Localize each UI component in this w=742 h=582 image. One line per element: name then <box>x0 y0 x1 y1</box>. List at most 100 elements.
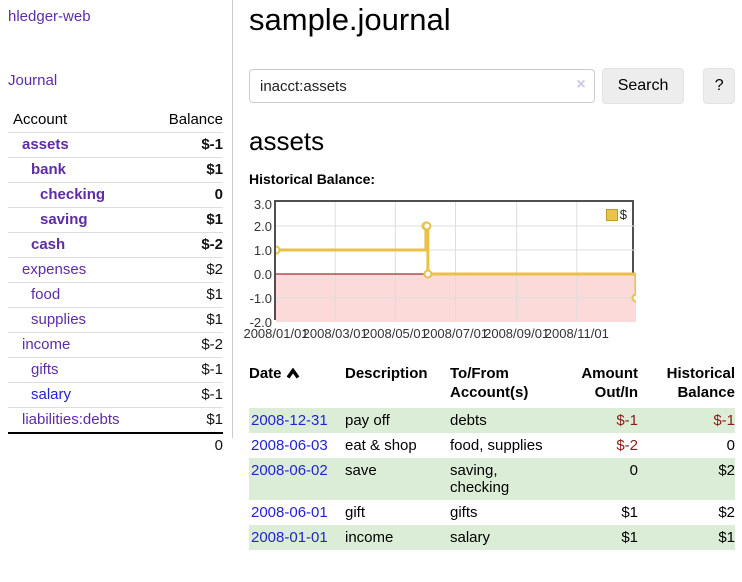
register-row: 2008-06-03 eat & shop food, supplies $-2 0 <box>249 433 735 458</box>
accounts-table: Account Balance assets $-1 bank $1 checking 0… <box>8 109 223 458</box>
transaction-amount-cell: $-2 <box>616 437 638 454</box>
account-balance: $-2 <box>152 232 223 258</box>
account-row: salary $-1 <box>8 382 223 408</box>
y-axis-tick-label: -2.0 <box>249 315 272 330</box>
register-table: Date Description To/From Account(s) Amou… <box>249 364 735 550</box>
transaction-date-link[interactable]: 2008-06-02 <box>251 462 328 479</box>
account-balance: $1 <box>152 407 223 433</box>
transaction-date-link[interactable]: 2008-01-01 <box>251 529 328 546</box>
register-header-balance: Historical Balance <box>666 365 735 401</box>
search-box: × <box>249 69 595 103</box>
account-link-saving[interactable]: saving <box>40 211 88 228</box>
account-link-food[interactable]: food <box>31 286 61 303</box>
chart-title: Historical Balance: <box>249 171 376 187</box>
account-balance: $-1 <box>152 132 223 158</box>
transaction-amount-cell: $1 <box>621 504 638 521</box>
account-balance: $1 <box>152 307 223 333</box>
sidebar: hledger-web Journal Account Balance asse… <box>0 0 233 458</box>
transaction-date-link[interactable]: 2008-06-03 <box>251 437 328 454</box>
main-content: sample.journal × Search ? assets Histori… <box>243 0 735 550</box>
register-header-amount: Amount Out/In <box>581 365 638 401</box>
search-form: × Search ? <box>249 68 735 104</box>
register-row: 2008-06-02 save saving, checking 0 $2 <box>249 458 735 500</box>
register-row: 2008-12-31 pay off debts $-1 $-1 <box>249 408 735 433</box>
transaction-date-cell: 2008-06-01 <box>249 500 345 525</box>
account-row: saving $1 <box>8 207 223 233</box>
account-link-assets[interactable]: assets <box>22 136 69 153</box>
x-axis-tick-label: 2008/01/01 <box>243 326 309 341</box>
account-link-gifts[interactable]: gifts <box>31 361 59 378</box>
transaction-description-cell: eat & shop <box>345 437 417 454</box>
y-axis-tick-label: -1.0 <box>249 291 272 306</box>
account-balance: 0 <box>152 182 223 208</box>
transaction-balance-cell: $2 <box>718 462 735 479</box>
transaction-date-cell: 2008-12-31 <box>249 408 345 433</box>
account-balance: $-2 <box>152 332 223 358</box>
account-balance: $2 <box>152 257 223 283</box>
chart-legend: $ <box>605 207 627 222</box>
account-balance: $1 <box>152 207 223 233</box>
x-axis-tick-label: 2008/05/01 <box>362 326 428 341</box>
account-row: food $1 <box>8 282 223 308</box>
sidebar-item-journal[interactable]: Journal <box>8 72 58 89</box>
account-link-liabilities-debts[interactable]: liabilities:debts <box>22 411 120 428</box>
transaction-date-link[interactable]: 2008-06-01 <box>251 504 328 521</box>
historical-balance-chart: $ 3.0 2.0 1.0 0.0 -1.0 -2.0 2008/01/01 2008/03/… <box>243 198 735 344</box>
search-button[interactable]: Search <box>601 68 685 104</box>
account-row: assets $-1 <box>8 132 223 158</box>
register-header-date[interactable]: Date <box>249 364 345 408</box>
accounts-total-balance: 0 <box>152 432 223 458</box>
legend-swatch-icon <box>605 208 618 221</box>
sort-ascending-icon <box>286 365 300 384</box>
account-row: cash $-2 <box>8 232 223 258</box>
clear-search-icon[interactable]: × <box>576 76 586 93</box>
help-button[interactable]: ? <box>703 68 735 104</box>
account-balance: $-1 <box>152 357 223 383</box>
transaction-accounts-cell: salary <box>450 529 491 546</box>
account-balance: $-1 <box>152 382 223 408</box>
transaction-description-cell: pay off <box>345 412 390 429</box>
accounts-total-spacer <box>8 432 153 458</box>
legend-label: $ <box>619 207 627 222</box>
account-link-salary[interactable]: salary <box>31 386 72 403</box>
account-link-expenses[interactable]: expenses <box>22 261 87 278</box>
transaction-accounts-cell: debts <box>450 412 487 429</box>
app-brand-link[interactable]: hledger-web <box>8 8 91 25</box>
account-row: checking 0 <box>8 182 223 208</box>
accounts-total-row: 0 <box>8 432 223 458</box>
accounts-header-account: Account <box>13 111 68 128</box>
transaction-date-link[interactable]: 2008-12-31 <box>251 412 328 429</box>
transaction-balance-cell: 0 <box>726 437 735 454</box>
y-axis-tick-label: 1.0 <box>253 243 272 258</box>
y-axis-tick-label: 2.0 <box>253 219 272 234</box>
register-row: 2008-01-01 income salary $1 $1 <box>249 525 735 550</box>
transaction-balance-cell: $1 <box>718 529 735 546</box>
account-row: liabilities:debts $1 <box>8 407 223 433</box>
transaction-amount-cell: $-1 <box>616 412 638 429</box>
y-axis-tick-label: 3.0 <box>253 197 272 212</box>
account-row: expenses $2 <box>8 257 223 283</box>
transaction-amount-cell: $1 <box>621 529 638 546</box>
transaction-balance-cell: $2 <box>718 504 735 521</box>
account-row: gifts $-1 <box>8 357 223 383</box>
account-link-income[interactable]: income <box>22 336 71 353</box>
transaction-description-cell: income <box>345 529 394 546</box>
x-axis-tick-label: 2008/09/01 <box>484 326 550 341</box>
account-balance: $1 <box>152 157 223 183</box>
x-axis-tick-label: 2008/03/01 <box>302 326 368 341</box>
x-axis-tick-label: 2008/11/01 <box>544 326 609 341</box>
register-header-description: Description <box>345 365 428 382</box>
transaction-balance-cell: $-1 <box>713 412 735 429</box>
chart-plot-area: $ <box>274 200 636 322</box>
register-header-accounts: To/From Account(s) <box>450 365 529 401</box>
account-link-bank[interactable]: bank <box>31 161 67 178</box>
x-axis-tick-label: 2008/07/01 <box>422 326 489 341</box>
accounts-table-header-row: Account Balance <box>8 109 223 133</box>
accounts-header-balance: Balance <box>168 111 223 128</box>
account-link-checking[interactable]: checking <box>40 186 106 203</box>
transaction-date-cell: 2008-01-01 <box>249 525 345 550</box>
account-link-cash[interactable]: cash <box>31 236 66 253</box>
search-input[interactable] <box>249 69 595 103</box>
transaction-accounts-cell: saving, checking <box>450 462 510 496</box>
account-link-supplies[interactable]: supplies <box>31 311 87 328</box>
